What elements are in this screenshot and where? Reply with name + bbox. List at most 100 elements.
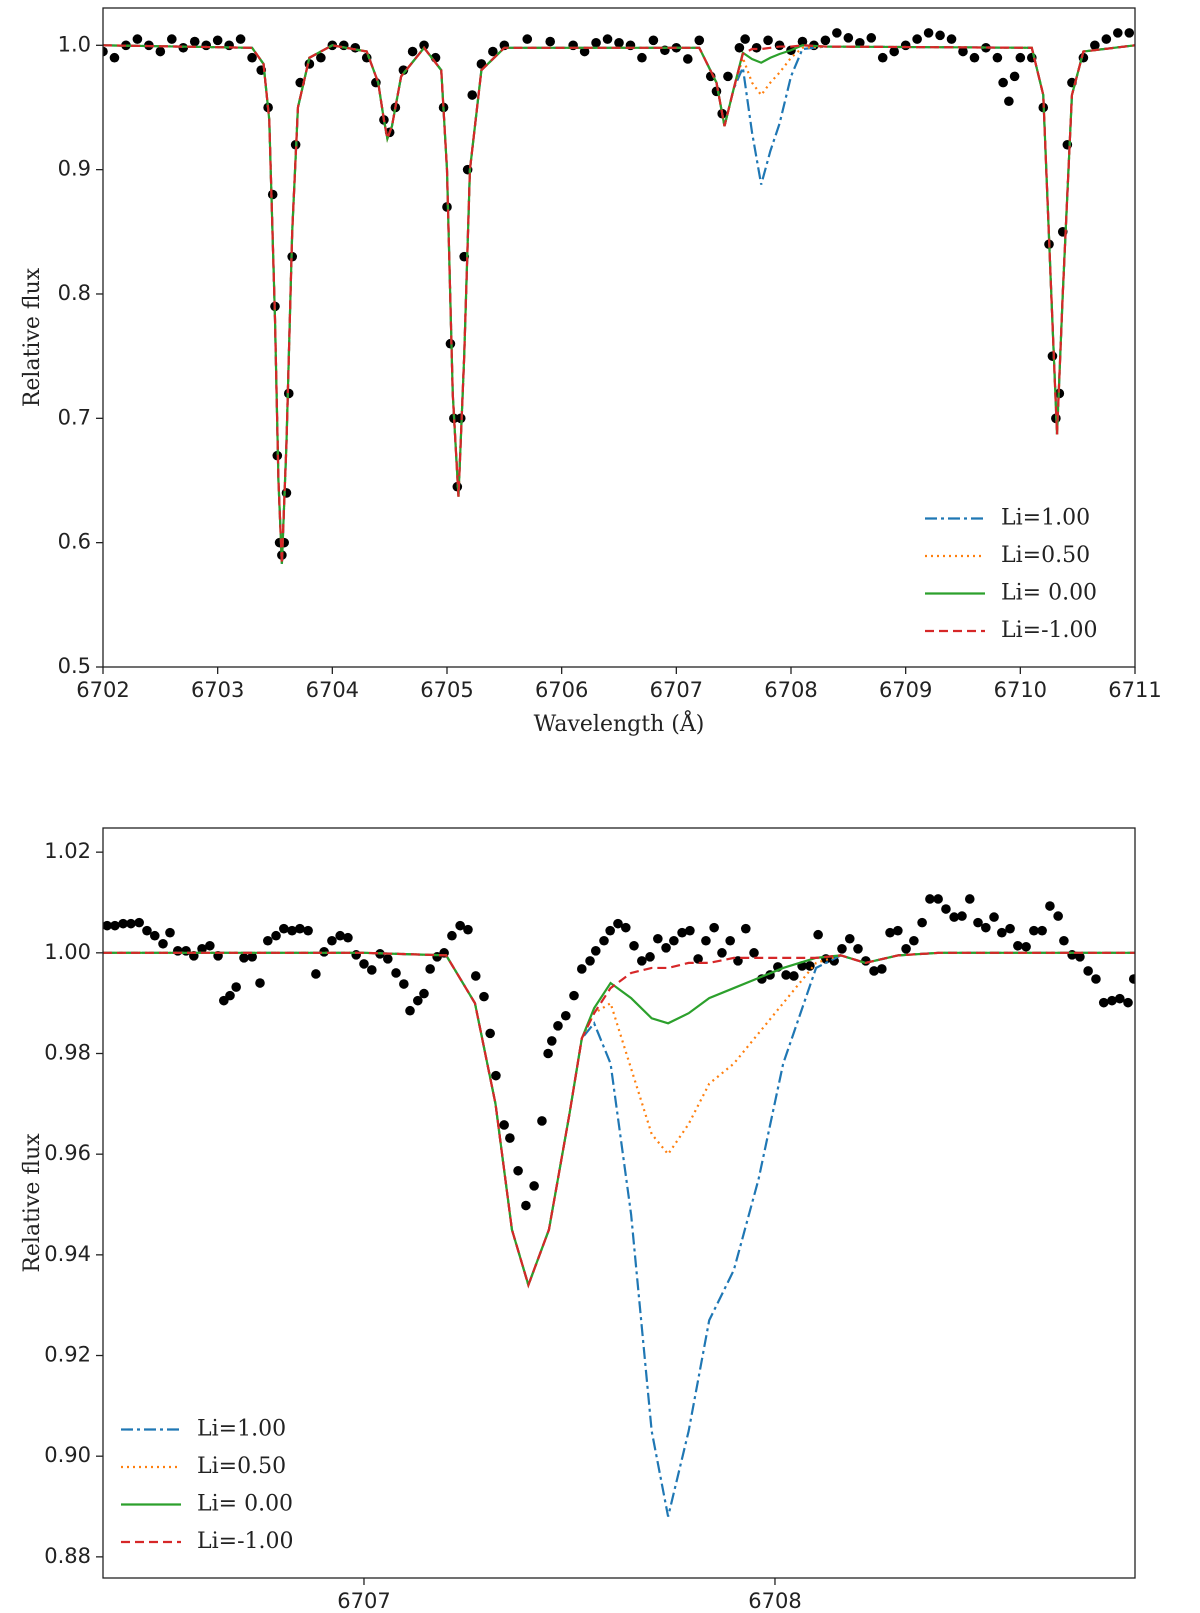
plot-area: Li=1.00 Li=0.50 Li= 0.00 Li=-1.00: [103, 894, 1135, 1554]
observed-point: [717, 948, 727, 958]
observed-point: [1029, 925, 1039, 936]
observed-point: [740, 923, 751, 934]
observed-point: [359, 959, 369, 969]
model-line: [103, 44, 1135, 564]
observed-point: [844, 933, 855, 944]
observed-point: [281, 488, 292, 498]
observed-point: [869, 966, 879, 976]
observed-point: [103, 46, 108, 57]
model-line: [103, 44, 1135, 564]
observed-point: [749, 948, 759, 958]
observed-point: [917, 917, 927, 928]
observed-point: [992, 52, 1003, 63]
observed-point: [723, 71, 733, 82]
observed-point: [900, 40, 911, 51]
observed-point: [142, 925, 152, 936]
x-tick-label: 6711: [1108, 678, 1161, 702]
observed-point: [311, 969, 321, 979]
observed-point: [889, 46, 899, 57]
legend-label: Li=1.00: [197, 1417, 286, 1442]
observed-point: [648, 35, 659, 46]
observed-point: [1107, 995, 1117, 1006]
x-tick-label: 6706: [535, 678, 588, 702]
observed-point: [303, 925, 313, 936]
observed-point: [231, 982, 241, 992]
observed-point: [989, 912, 999, 922]
observed-point: [399, 979, 409, 989]
observed-point: [485, 1028, 495, 1039]
y-tick-label: 0.96: [44, 1141, 91, 1165]
observed-point: [103, 920, 112, 931]
observed-point: [997, 927, 1007, 938]
observed-point: [405, 1005, 415, 1016]
observed-point: [470, 971, 481, 981]
observed-point: [295, 923, 305, 934]
y-tick-label: 0.92: [44, 1343, 91, 1367]
observed-point: [813, 929, 823, 940]
observed-point: [398, 65, 409, 75]
y-tick-label: 0.88: [44, 1544, 91, 1568]
observed-point: [343, 932, 353, 943]
observed-point: [383, 954, 393, 964]
observed-point: [488, 46, 498, 57]
y-tick-label: 0.7: [58, 405, 91, 429]
observed-point: [1124, 28, 1135, 38]
observed-point: [645, 952, 655, 962]
observed-point: [205, 940, 215, 951]
observed-point: [683, 54, 693, 64]
observed-point: [109, 52, 120, 63]
observed-point: [701, 935, 711, 946]
observed-point: [351, 950, 361, 960]
observed-point: [132, 34, 143, 44]
observed-point: [1114, 993, 1125, 1004]
observed-point: [335, 930, 345, 941]
x-tick-label: 6702: [76, 678, 129, 702]
observed-point: [740, 34, 750, 44]
observed-point: [419, 988, 429, 999]
observed-point: [545, 36, 555, 47]
observed-point: [637, 52, 647, 63]
y-tick-label: 0.98: [44, 1041, 91, 1065]
observed-point: [271, 930, 281, 941]
observed-point: [165, 927, 175, 938]
observed-point: [661, 942, 671, 953]
x-tick-label: 6709: [879, 678, 932, 702]
observed-point: [877, 964, 887, 974]
observed-point: [885, 927, 895, 938]
observed-point: [866, 33, 877, 43]
legend-label: Li=-1.00: [197, 1529, 294, 1554]
observed-point: [694, 35, 705, 46]
observed-point: [599, 935, 609, 946]
observed-point: [585, 956, 595, 966]
observed-point: [499, 1120, 509, 1130]
observed-point: [933, 894, 943, 904]
observed-point: [591, 38, 601, 48]
observed-point: [247, 952, 257, 962]
observed-point: [923, 28, 934, 38]
observed-point: [853, 944, 863, 954]
observed-point: [505, 1133, 515, 1143]
observed-point: [949, 912, 959, 922]
observed-point: [1098, 997, 1109, 1008]
observed-point: [613, 918, 623, 929]
observed-point: [178, 42, 189, 53]
x-tick-label: 6705: [420, 678, 473, 702]
observed-point: [407, 46, 418, 57]
observed-point: [513, 1165, 523, 1176]
observed-point: [805, 961, 815, 971]
observed-point: [1123, 997, 1133, 1008]
observed-point: [1128, 974, 1135, 984]
observed-point: [843, 33, 854, 43]
observed-point: [239, 953, 249, 963]
observed-point: [1101, 34, 1112, 44]
observed-point: [855, 38, 865, 48]
y-tick-label: 1.0: [58, 32, 91, 56]
observed-point: [751, 42, 762, 53]
plot-area: Li=1.00 Li=0.50 Li= 0.00 Li=-1.00: [103, 28, 1135, 643]
observed-point: [167, 34, 177, 44]
model-line: [103, 951, 1135, 1289]
observed-point: [1045, 901, 1055, 911]
observed-point: [893, 925, 903, 936]
observed-point: [946, 34, 957, 44]
observed-point: [1075, 952, 1085, 962]
